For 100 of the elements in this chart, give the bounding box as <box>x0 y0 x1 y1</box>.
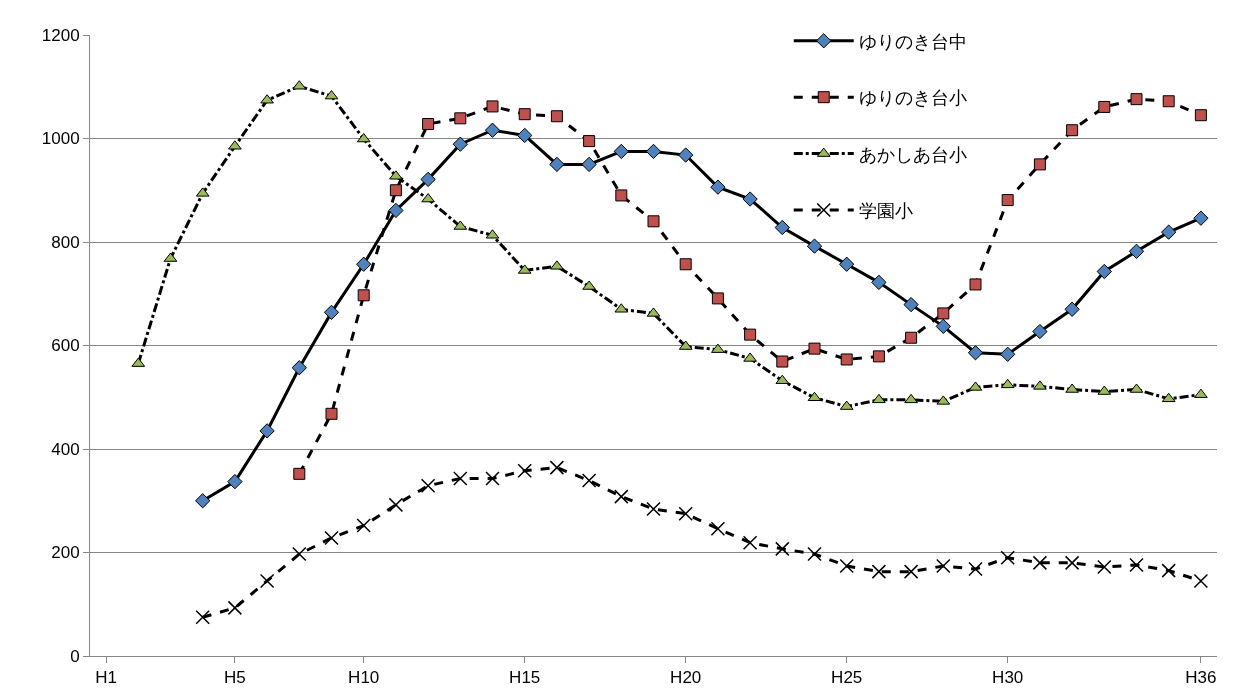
point <box>679 258 692 271</box>
point <box>1000 346 1016 362</box>
point <box>1161 224 1177 240</box>
point <box>1130 93 1143 106</box>
legend-label: ゆりのき台小 <box>858 88 967 109</box>
y-tick-label: 1200 <box>41 25 80 45</box>
point <box>259 573 275 589</box>
point <box>357 289 370 302</box>
point <box>325 407 338 420</box>
point <box>549 156 565 173</box>
point <box>228 140 242 150</box>
point <box>1098 100 1111 113</box>
point <box>744 328 757 341</box>
point <box>1064 555 1080 571</box>
point <box>806 238 823 254</box>
point <box>583 135 596 148</box>
point <box>389 170 403 180</box>
y-tick-label: 1000 <box>41 129 80 149</box>
point <box>517 127 533 144</box>
x-tick-label: H1 <box>95 668 117 688</box>
point <box>935 318 951 334</box>
point <box>1000 378 1015 389</box>
point <box>293 467 306 480</box>
point <box>937 307 950 320</box>
x-tick-label: H10 <box>348 668 380 688</box>
point <box>903 296 919 313</box>
point <box>775 541 790 557</box>
point <box>195 609 210 625</box>
point <box>1000 550 1015 565</box>
point <box>904 393 918 404</box>
point <box>356 256 372 272</box>
legend-label: ゆりのき台中 <box>858 31 967 52</box>
point <box>582 280 596 290</box>
point <box>454 112 467 125</box>
point <box>227 473 243 490</box>
point <box>968 561 983 577</box>
point <box>1064 301 1080 317</box>
point <box>711 343 725 353</box>
x-tick-label: H30 <box>992 668 1024 688</box>
point <box>1001 194 1014 207</box>
point <box>388 202 404 219</box>
point <box>1066 124 1079 137</box>
point <box>292 546 307 562</box>
point <box>678 147 694 163</box>
point <box>840 353 853 366</box>
point <box>1065 383 1079 393</box>
point <box>967 345 984 361</box>
point <box>903 564 919 579</box>
x-tick-label: H15 <box>509 668 541 688</box>
point <box>711 292 724 305</box>
point <box>936 558 951 574</box>
point <box>807 391 822 402</box>
point <box>452 136 468 152</box>
point <box>807 546 822 562</box>
x-tick-label: H36 <box>1185 668 1217 688</box>
legend-label: あかしあ台小 <box>858 144 967 165</box>
point <box>486 100 499 113</box>
point <box>1161 563 1176 578</box>
point <box>518 108 531 121</box>
point <box>581 156 597 173</box>
point <box>1033 158 1046 171</box>
point <box>872 393 886 404</box>
point <box>485 471 500 486</box>
point <box>484 122 501 138</box>
point <box>1096 263 1112 280</box>
point <box>1032 323 1048 340</box>
point <box>774 219 790 236</box>
y-tick-label: 600 <box>51 336 80 356</box>
point <box>195 493 211 509</box>
point <box>388 497 404 513</box>
point <box>743 352 757 362</box>
point <box>678 506 693 521</box>
point <box>356 518 371 533</box>
point <box>969 278 982 291</box>
point <box>1193 573 1209 589</box>
point <box>1033 380 1047 390</box>
point <box>615 189 628 202</box>
point <box>1129 557 1144 573</box>
x-tick-label: H20 <box>670 668 702 688</box>
point <box>227 600 243 616</box>
point <box>839 558 854 574</box>
point <box>421 193 435 203</box>
point <box>645 143 662 160</box>
point <box>259 423 275 439</box>
point <box>1194 109 1207 122</box>
point <box>549 460 565 475</box>
point <box>871 564 887 579</box>
y-tick-label: 0 <box>70 646 80 666</box>
point <box>420 171 436 188</box>
point <box>1193 210 1209 226</box>
point <box>871 274 887 291</box>
y-tick-label: 800 <box>51 232 80 252</box>
point <box>324 530 339 546</box>
y-tick-label: 400 <box>51 439 80 459</box>
point <box>1161 392 1176 403</box>
point <box>420 478 436 493</box>
point <box>1097 559 1112 575</box>
point <box>453 471 468 486</box>
point <box>1128 243 1145 259</box>
point <box>581 473 597 488</box>
